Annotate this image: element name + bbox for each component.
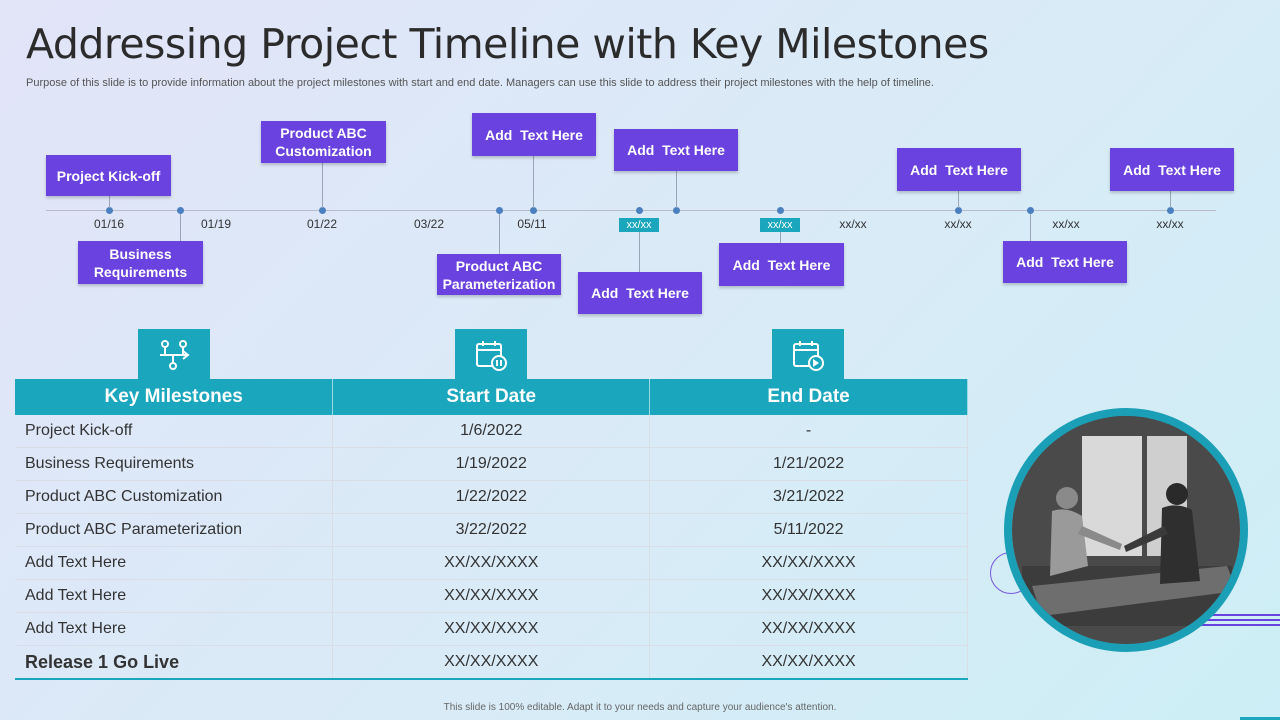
connector-line xyxy=(322,163,323,208)
decorative-stripe xyxy=(1200,619,1280,621)
table-cell-end: XX/XX/XXXX xyxy=(649,579,968,613)
table-header-end-date: End Date xyxy=(649,379,968,415)
milestone-box: Add Text Here xyxy=(719,243,844,286)
table-cell-milestone: Product ABC Parameterization xyxy=(15,513,334,547)
milestone-box: Product ABC Parameterization xyxy=(437,254,561,295)
table-row: Project Kick-off 1/6/2022 - xyxy=(15,415,968,448)
slide-subtitle: Purpose of this slide is to provide info… xyxy=(26,77,934,89)
milestone-box: Add Text Here xyxy=(472,113,596,156)
decorative-stripe xyxy=(1200,614,1280,616)
table-cell-end: 3/21/2022 xyxy=(649,480,968,514)
timeline-dot xyxy=(319,207,326,214)
timeline-date-label: 01/22 xyxy=(306,217,338,231)
connector-line xyxy=(639,231,640,272)
table-cell-milestone: Release 1 Go Live xyxy=(15,645,334,680)
table-row: Release 1 Go Live XX/XX/XXXX XX/XX/XXXX xyxy=(15,645,968,680)
table-cell-start: XX/XX/XXXX xyxy=(332,546,651,580)
table-row: Add Text Here XX/XX/XXXX XX/XX/XXXX xyxy=(15,579,968,613)
table-cell-end: 5/11/2022 xyxy=(649,513,968,547)
table-cell-start: 3/22/2022 xyxy=(332,513,651,547)
timeline-date-label: 05/11 xyxy=(517,217,547,231)
calendar-forward-icon xyxy=(772,329,844,381)
table-cell-milestone: Add Text Here xyxy=(15,612,334,646)
connector-line xyxy=(958,191,959,208)
timeline-date-label-highlight: xx/xx xyxy=(619,218,659,232)
timeline-dot xyxy=(1027,207,1034,214)
table-cell-start: XX/XX/XXXX xyxy=(332,579,651,613)
timeline-date-label-highlight: xx/xx xyxy=(760,218,800,232)
timeline-date-label: xx/xx xyxy=(839,217,867,231)
milestone-box: Project Kick-off xyxy=(46,155,171,196)
connector-line xyxy=(533,156,534,208)
timeline-dot xyxy=(177,207,184,214)
slide-footer: This slide is 100% editable. Adapt it to… xyxy=(443,702,837,713)
table-cell-start: XX/XX/XXXX xyxy=(332,612,651,646)
photo-frame xyxy=(1004,408,1248,652)
table-cell-end: - xyxy=(649,415,968,448)
connector-line xyxy=(180,214,181,241)
milestone-box: Add Text Here xyxy=(1110,148,1234,191)
timeline-dot xyxy=(1167,207,1174,214)
connector-line xyxy=(1170,191,1171,208)
table-cell-start: 1/6/2022 xyxy=(332,415,651,448)
table-row: Business Requirements 1/19/2022 1/21/202… xyxy=(15,447,968,481)
milestones-table: Key Milestones Start Date End Date Proje… xyxy=(15,379,968,680)
timeline-date-label: xx/xx xyxy=(1052,217,1080,231)
table-row: Add Text Here XX/XX/XXXX XX/XX/XXXX xyxy=(15,612,968,646)
timeline-dot xyxy=(955,207,962,214)
milestone-box: Add Text Here xyxy=(614,129,738,171)
connector-line xyxy=(676,171,677,208)
table-header-row: Key Milestones Start Date End Date xyxy=(15,379,968,415)
connector-line xyxy=(780,231,781,243)
timeline-date-label: 01/19 xyxy=(200,217,232,231)
timeline-date-label: xx/xx xyxy=(1156,217,1184,231)
timeline-dot xyxy=(636,207,643,214)
table-cell-start: 1/19/2022 xyxy=(332,447,651,481)
slide-title: Addressing Project Timeline with Key Mil… xyxy=(26,20,989,68)
decorative-stripe xyxy=(1200,624,1280,626)
table-header-start-date: Start Date xyxy=(332,379,651,415)
milestone-box: Add Text Here xyxy=(897,148,1021,191)
handshake-meeting-photo xyxy=(1012,416,1240,644)
milestone-box: Add Text Here xyxy=(1003,241,1127,283)
milestone-box: Add Text Here xyxy=(578,272,702,314)
corner-accent xyxy=(1240,717,1280,720)
table-row: Product ABC Parameterization 3/22/2022 5… xyxy=(15,513,968,547)
timeline-dot xyxy=(106,207,113,214)
table-cell-milestone: Product ABC Customization xyxy=(15,480,334,514)
table-row: Product ABC Customization 1/22/2022 3/21… xyxy=(15,480,968,514)
timeline-date-label: 01/16 xyxy=(93,217,125,231)
connector-line xyxy=(499,214,500,254)
timeline-dot xyxy=(530,207,537,214)
table-cell-end: 1/21/2022 xyxy=(649,447,968,481)
connector-line xyxy=(109,196,110,208)
table-cell-end: XX/XX/XXXX xyxy=(649,546,968,580)
table-header-milestones: Key Milestones xyxy=(15,379,334,415)
milestone-flow-icon xyxy=(138,329,210,381)
milestone-box: Product ABC Customization xyxy=(261,121,386,163)
timeline-dot xyxy=(496,207,503,214)
table-cell-milestone: Add Text Here xyxy=(15,546,334,580)
table-cell-milestone: Add Text Here xyxy=(15,579,334,613)
table-cell-start: 1/22/2022 xyxy=(332,480,651,514)
timeline-axis xyxy=(46,210,1216,211)
timeline-date-label: xx/xx xyxy=(944,217,972,231)
timeline-dot xyxy=(777,207,784,214)
table-cell-milestone: Project Kick-off xyxy=(15,415,334,448)
timeline-date-label: 03/22 xyxy=(413,217,445,231)
timeline-dot xyxy=(673,207,680,214)
table-cell-start: XX/XX/XXXX xyxy=(332,645,651,680)
milestone-box: Business Requirements xyxy=(78,241,203,284)
table-cell-end: XX/XX/XXXX xyxy=(649,612,968,646)
table-cell-milestone: Business Requirements xyxy=(15,447,334,481)
connector-line xyxy=(1030,214,1031,241)
calendar-pause-icon xyxy=(455,329,527,381)
table-row: Add Text Here XX/XX/XXXX XX/XX/XXXX xyxy=(15,546,968,580)
table-cell-end: XX/XX/XXXX xyxy=(649,645,968,680)
